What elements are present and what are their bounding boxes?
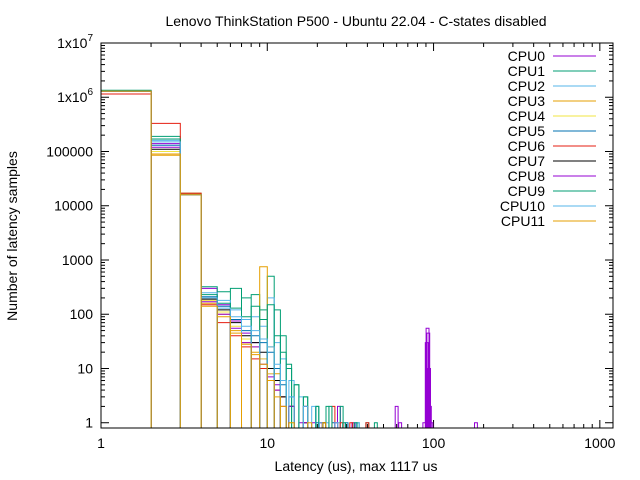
y-tick-label-base: 1x10 — [57, 35, 88, 51]
y-tick-label: 1 — [85, 415, 93, 431]
y-tick-label-base: 1x10 — [57, 89, 88, 105]
y-tick-label: 100 — [70, 306, 94, 322]
legend-label: CPU5 — [508, 123, 546, 139]
legend-label: CPU7 — [508, 153, 546, 169]
legend-label: CPU2 — [508, 78, 546, 94]
x-axis-label: Latency (us), max 1117 us — [275, 458, 438, 474]
x-tick-label: 1 — [97, 435, 105, 451]
legend-label: CPU9 — [508, 183, 546, 199]
y-tick-label-exponent: 7 — [87, 33, 93, 44]
legend-label: CPU11 — [501, 213, 545, 229]
chart-title: Lenovo ThinkStation P500 - Ubuntu 22.04 … — [165, 13, 546, 29]
series-line-cpu11 — [100, 90, 327, 428]
ticks: 1 10 100 10001101001000100001000001x1061x10… — [46, 33, 615, 451]
x-tick-label: 100 — [422, 435, 446, 451]
legend-label: CPU6 — [508, 138, 546, 154]
y-tick-label: 1x107 — [57, 33, 93, 51]
plot-frame — [100, 42, 614, 429]
legend-label: CPU8 — [508, 168, 546, 184]
x-tick-label: 10 — [259, 435, 275, 451]
y-axis-label: Number of latency samples — [4, 151, 20, 321]
y-tick-label: 10000 — [54, 198, 93, 214]
y-tick-label: 100000 — [46, 143, 93, 159]
series-group — [100, 89, 478, 428]
legend-label: CPU1 — [508, 63, 546, 79]
legend-label: CPU10 — [500, 198, 545, 214]
legend-label: CPU0 — [508, 48, 546, 64]
legend: CPU0CPU1CPU2CPU3CPU4CPU5CPU6CPU7CPU8CPU9… — [500, 48, 596, 229]
legend-label: CPU4 — [508, 108, 546, 124]
y-tick-label: 10 — [77, 360, 93, 376]
y-tick-label: 1x106 — [57, 87, 93, 105]
legend-label: CPU3 — [508, 93, 546, 109]
x-tick-label: 1000 — [584, 435, 615, 451]
y-tick-label: 1000 — [62, 252, 93, 268]
y-tick-label-exponent: 6 — [87, 87, 93, 98]
